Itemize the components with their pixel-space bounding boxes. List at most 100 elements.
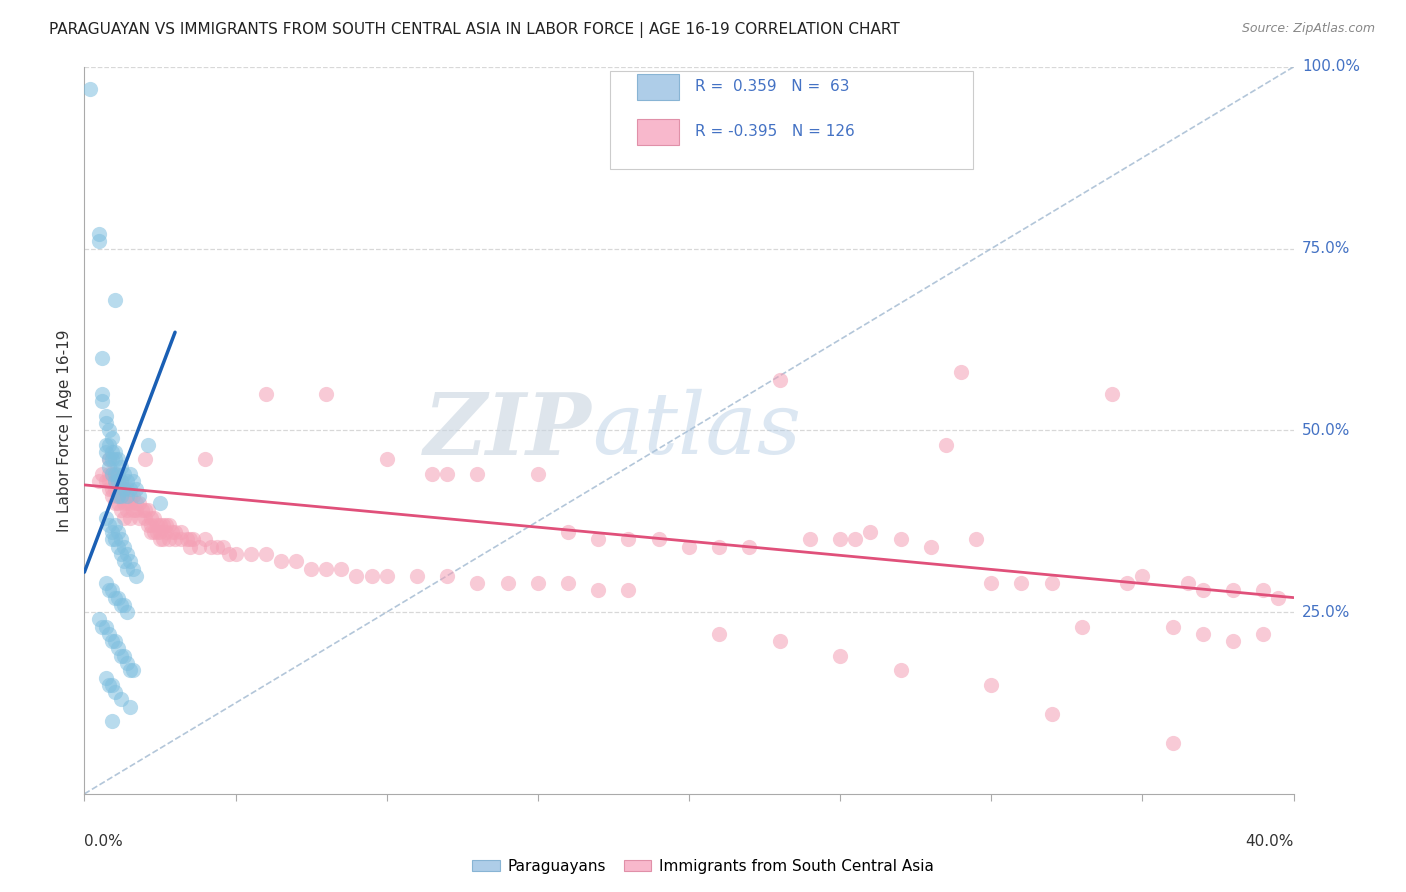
Point bbox=[107, 452, 129, 467]
Point bbox=[181, 533, 204, 547]
Point bbox=[110, 475, 132, 489]
Point bbox=[330, 561, 353, 575]
Point bbox=[94, 576, 117, 591]
Text: R =  0.359   N =  63: R = 0.359 N = 63 bbox=[695, 79, 849, 95]
Point bbox=[1192, 627, 1215, 641]
Point bbox=[112, 554, 135, 568]
Point bbox=[115, 475, 138, 489]
Point bbox=[121, 489, 143, 503]
Point bbox=[112, 598, 135, 612]
Point bbox=[1011, 576, 1033, 591]
Point bbox=[170, 525, 193, 540]
Point bbox=[139, 517, 162, 532]
Point bbox=[1161, 736, 1184, 750]
Point bbox=[315, 387, 337, 401]
Point bbox=[104, 467, 127, 481]
Point bbox=[94, 445, 117, 459]
Point bbox=[980, 576, 1002, 591]
Point bbox=[149, 525, 172, 540]
Point bbox=[110, 692, 132, 706]
Point bbox=[146, 517, 169, 532]
Point bbox=[527, 576, 550, 591]
Point bbox=[165, 533, 187, 547]
Point bbox=[155, 525, 177, 540]
Text: 0.0%: 0.0% bbox=[84, 834, 124, 849]
Point bbox=[136, 517, 159, 532]
Text: 100.0%: 100.0% bbox=[1302, 60, 1360, 74]
Point bbox=[107, 540, 129, 554]
Point bbox=[1101, 387, 1123, 401]
Point bbox=[1267, 591, 1289, 605]
Point bbox=[104, 591, 127, 605]
Text: Source: ZipAtlas.com: Source: ZipAtlas.com bbox=[1241, 22, 1375, 36]
Point bbox=[125, 569, 148, 583]
Point bbox=[139, 510, 162, 524]
Point bbox=[115, 547, 138, 561]
Point bbox=[617, 583, 640, 598]
Point bbox=[118, 663, 141, 677]
Point bbox=[218, 547, 240, 561]
Point bbox=[149, 533, 172, 547]
Point bbox=[467, 467, 489, 481]
Point bbox=[100, 467, 122, 481]
Point bbox=[1192, 583, 1215, 598]
Point bbox=[149, 517, 172, 532]
Point bbox=[110, 598, 132, 612]
Point bbox=[436, 569, 458, 583]
Point bbox=[89, 612, 111, 626]
Point bbox=[527, 467, 550, 481]
Point bbox=[112, 648, 135, 663]
Point bbox=[118, 467, 141, 481]
Point bbox=[97, 517, 120, 532]
Point bbox=[1161, 620, 1184, 634]
Point bbox=[648, 533, 671, 547]
Point bbox=[1130, 569, 1153, 583]
Point bbox=[107, 475, 129, 489]
Point bbox=[107, 475, 129, 489]
Text: 50.0%: 50.0% bbox=[1302, 423, 1350, 438]
Point bbox=[100, 634, 122, 648]
Point bbox=[136, 503, 159, 517]
Point bbox=[100, 431, 122, 445]
Point bbox=[239, 547, 262, 561]
Point bbox=[844, 533, 866, 547]
Point bbox=[136, 438, 159, 452]
Point bbox=[104, 685, 127, 699]
Point bbox=[100, 583, 122, 598]
Point bbox=[128, 489, 150, 503]
Point bbox=[299, 561, 322, 575]
Point bbox=[375, 452, 398, 467]
Point bbox=[980, 678, 1002, 692]
Point bbox=[97, 678, 120, 692]
Point bbox=[1177, 576, 1199, 591]
Point bbox=[104, 533, 127, 547]
Point bbox=[100, 467, 122, 481]
Point bbox=[134, 503, 156, 517]
Point bbox=[100, 489, 122, 503]
Point bbox=[115, 482, 138, 496]
Point bbox=[859, 525, 882, 540]
Point bbox=[91, 387, 114, 401]
Point bbox=[118, 482, 141, 496]
Point bbox=[118, 489, 141, 503]
Point bbox=[170, 533, 193, 547]
Point bbox=[254, 387, 277, 401]
Point bbox=[112, 482, 135, 496]
Point bbox=[107, 467, 129, 481]
Point bbox=[179, 533, 201, 547]
Point bbox=[799, 533, 821, 547]
Point bbox=[104, 467, 127, 481]
Point bbox=[131, 503, 153, 517]
Point bbox=[112, 489, 135, 503]
Point bbox=[360, 569, 382, 583]
Point bbox=[139, 525, 162, 540]
Point bbox=[142, 525, 165, 540]
Point bbox=[94, 438, 117, 452]
Point bbox=[118, 510, 141, 524]
Point bbox=[557, 525, 579, 540]
Point bbox=[709, 627, 731, 641]
Point bbox=[121, 561, 143, 575]
Point bbox=[97, 438, 120, 452]
Point bbox=[97, 424, 120, 438]
Point bbox=[207, 540, 229, 554]
